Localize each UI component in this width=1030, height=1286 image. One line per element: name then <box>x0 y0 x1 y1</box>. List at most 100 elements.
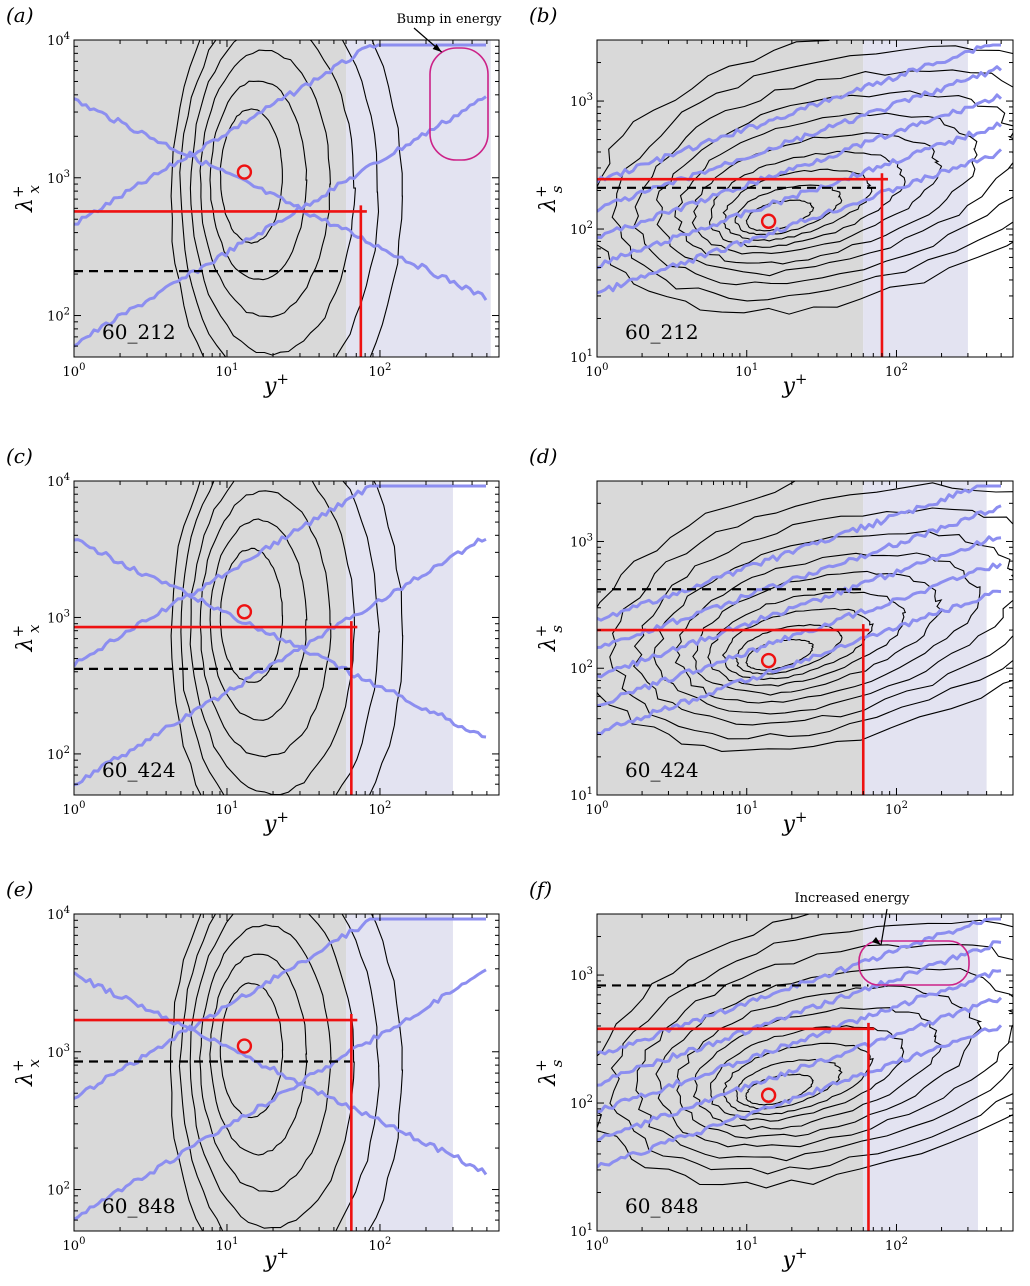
blue-contour-line <box>597 562 1003 708</box>
y-tick-label: 103 <box>570 966 593 984</box>
blue-contour-line <box>74 97 488 301</box>
blue-contour-line <box>74 917 486 1100</box>
x-tick-label: 100 <box>63 362 86 380</box>
case-label: 60_212 <box>625 320 699 344</box>
contour-line <box>710 1025 905 1122</box>
panel-label: (e) <box>6 877 33 901</box>
plot-frame <box>73 913 500 1232</box>
plot-frame <box>596 39 1014 358</box>
gray-region <box>74 481 347 795</box>
case-label: 60_424 <box>102 758 176 782</box>
contour-line <box>674 112 978 265</box>
peak-marker <box>236 1038 253 1054</box>
y-tick-label: 102 <box>47 745 70 763</box>
contour-line <box>597 914 1013 1189</box>
y-tick-label: 104 <box>47 472 70 490</box>
contour-line <box>209 80 308 281</box>
plot-area <box>74 914 488 1231</box>
contour-line <box>179 40 380 357</box>
contour-line <box>692 1007 943 1130</box>
contour-line <box>219 982 284 1119</box>
contour-line <box>189 914 355 1229</box>
peak-marker <box>236 164 253 180</box>
blue-contour-line <box>597 93 1003 239</box>
blue-contour-line <box>597 969 1002 1114</box>
x-tick-label: 100 <box>63 1236 86 1254</box>
plot-frame <box>73 480 500 796</box>
y-tick-label: 102 <box>47 307 70 325</box>
y-tick-label: 103 <box>47 169 70 187</box>
x-tick-label: 101 <box>216 1236 239 1254</box>
y-axis-label: λ+x <box>9 624 43 653</box>
blue-contour-line <box>597 940 1002 1087</box>
contour-line <box>219 108 283 244</box>
y-tick-label: 102 <box>570 659 593 677</box>
plot-area <box>597 914 1013 1231</box>
blue-contour-line <box>74 537 487 787</box>
panel-label: (a) <box>6 3 34 27</box>
x-tick-label: 100 <box>586 1236 609 1254</box>
blue-region <box>346 40 491 357</box>
blue-region <box>863 914 978 1231</box>
y-tick-label: 104 <box>47 31 70 49</box>
blue-contour-line <box>597 65 1003 213</box>
contour-line <box>169 914 404 1231</box>
contour-line <box>611 45 1013 302</box>
case-label: 60_212 <box>102 320 176 344</box>
gray-region <box>597 914 864 1231</box>
y-axis-label: λ+s <box>532 1059 566 1087</box>
annotation-arrow <box>880 908 888 946</box>
contour-line <box>199 49 331 318</box>
peak-marker <box>760 1087 777 1103</box>
x-tick-label: 102 <box>368 1236 391 1254</box>
y-tick-label: 104 <box>47 905 70 923</box>
plot-frame <box>596 480 1014 796</box>
contour-line <box>676 985 983 1139</box>
contour-line <box>219 547 284 683</box>
y-tick-label: 101 <box>570 786 593 804</box>
blue-contour-line <box>74 484 486 668</box>
x-axis-label: y+ <box>781 808 807 837</box>
contour-line <box>632 507 1013 726</box>
contour-line <box>170 40 403 357</box>
plot-area <box>74 481 487 795</box>
blue-contour-line <box>74 43 486 226</box>
blue-contour-line <box>597 589 1002 736</box>
plot-area <box>597 40 1013 357</box>
plot-area <box>74 40 491 357</box>
panel-c: 100 101 102 102 103 104 (c) y+ λ+x 60_424 <box>6 444 500 837</box>
blue-region <box>346 481 453 795</box>
y-tick-label: 101 <box>570 348 593 366</box>
contour-line <box>189 481 356 795</box>
contour-line <box>707 591 907 687</box>
panel-f: 100 101 102101102103(f)y+λ+s60_848Increase… <box>529 877 1014 1273</box>
contour-line <box>597 40 1013 315</box>
blue-contour-line <box>74 538 487 739</box>
x-tick-label: 102 <box>368 800 391 818</box>
peak-marker <box>760 652 777 669</box>
contour-line <box>692 570 943 696</box>
y-axis-label: λ+x <box>9 184 43 213</box>
blue-contour-line <box>74 971 488 1176</box>
x-tick-label: 102 <box>885 362 908 380</box>
blue-contour-line <box>74 968 487 1221</box>
contour-line <box>199 924 332 1193</box>
contour-line <box>632 69 1013 286</box>
contour-line <box>597 481 1013 752</box>
y-tick-label: 102 <box>570 220 593 238</box>
plot-frame <box>73 39 500 358</box>
panel-a: 100 101 102 102 103 104 (a) y+ λ+x 60_212 Bump in … <box>6 3 502 399</box>
y-tick-label: 103 <box>47 608 70 626</box>
contour-line <box>170 481 404 795</box>
blue-contour-line <box>74 95 487 348</box>
annotation-box <box>429 47 489 161</box>
contour-line <box>734 184 843 236</box>
annotation-text: Bump in energy <box>396 12 502 27</box>
contour-line <box>734 1058 843 1110</box>
contour-line <box>734 624 843 675</box>
y-tick-label: 102 <box>47 1181 70 1199</box>
case-label: 60_848 <box>625 1194 699 1218</box>
panel-label: (d) <box>529 444 557 468</box>
y-axis-label: λ+s <box>532 625 566 653</box>
blue-contour-line <box>597 996 1003 1142</box>
